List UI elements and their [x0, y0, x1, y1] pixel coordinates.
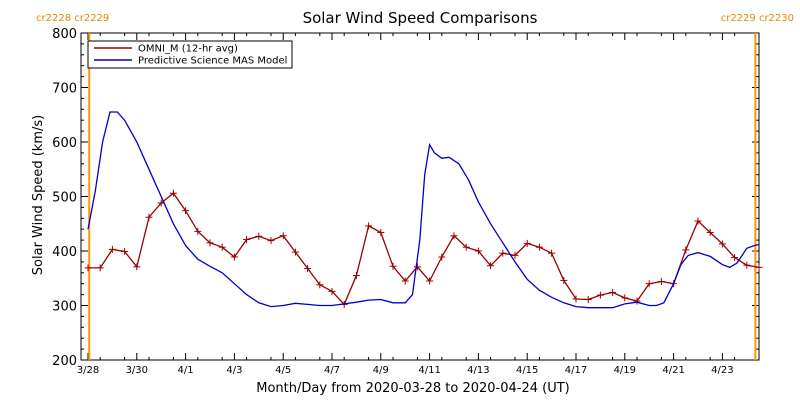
- x-tick-label: 4/9: [373, 365, 389, 376]
- data-point: [169, 189, 177, 197]
- legend-box: [87, 40, 293, 69]
- data-point: [584, 296, 592, 304]
- x-tick-label: 4/15: [516, 365, 538, 376]
- data-point: [401, 277, 409, 285]
- data-point: [377, 228, 385, 236]
- data-point: [706, 228, 714, 236]
- x-tick-label: 4/13: [467, 365, 489, 376]
- chart-title: Solar Wind Speed Comparisons: [303, 9, 538, 27]
- x-axis: 3/28 3/30 4/1 4/3 4/5 4/7 4/9 4/11 4/13 4/15 4/17 4…: [77, 33, 736, 376]
- x-tick-label: 3/30: [126, 365, 148, 376]
- data-point: [218, 243, 226, 251]
- data-point: [438, 253, 446, 261]
- data-point: [243, 236, 251, 244]
- data-point: [462, 243, 470, 251]
- x-tick-label: 4/11: [418, 365, 440, 376]
- data-point: [596, 291, 604, 299]
- data-point: [230, 253, 238, 261]
- carrington-marker-label: cr2228 cr2229: [36, 13, 109, 24]
- x-axis-label: Month/Day from 2020-03-28 to 2020-04-24 …: [256, 381, 569, 396]
- data-point: [548, 249, 556, 257]
- data-point: [511, 251, 519, 259]
- y-tick-label: 700: [52, 82, 77, 97]
- data-point: [572, 295, 580, 303]
- data-point: [657, 278, 665, 286]
- y-tick-label: 600: [52, 136, 77, 151]
- series-line-0: [88, 192, 760, 306]
- data-point: [755, 263, 763, 271]
- data-point: [474, 247, 482, 255]
- data-point: [145, 213, 153, 221]
- series-layer: [84, 111, 763, 309]
- x-tick-label: 4/19: [614, 365, 636, 376]
- data-point: [133, 263, 141, 271]
- y-axis-label: Solar Wind Speed (km/s): [31, 115, 46, 275]
- data-point: [291, 248, 299, 256]
- legend-label: Predictive Science MAS Model: [138, 56, 287, 67]
- plot-frame: [80, 32, 760, 361]
- y-tick-label: 300: [52, 300, 77, 315]
- data-point: [609, 288, 617, 296]
- data-point: [206, 239, 214, 247]
- carrington-markers: cr2228 cr2229 cr2229 cr2230: [36, 13, 794, 360]
- data-point: [718, 240, 726, 248]
- x-tick-label: 4/1: [178, 365, 194, 376]
- data-point: [194, 227, 202, 235]
- data-point: [694, 217, 702, 225]
- y-tick-label: 800: [52, 27, 77, 42]
- x-tick-label: 4/7: [324, 365, 340, 376]
- data-point: [743, 261, 751, 269]
- data-point: [633, 297, 641, 305]
- data-point: [121, 248, 129, 256]
- data-point: [279, 232, 287, 240]
- x-tick-label: 4/23: [711, 365, 733, 376]
- x-tick-label: 4/21: [662, 365, 684, 376]
- data-point: [413, 263, 421, 271]
- data-point: [487, 262, 495, 270]
- data-point: [426, 277, 434, 285]
- y-tick-label: 500: [52, 191, 77, 206]
- data-point: [267, 237, 275, 245]
- data-point: [731, 254, 739, 262]
- data-point: [84, 264, 92, 272]
- data-point: [316, 281, 324, 289]
- y-tick-label: 200: [52, 354, 77, 369]
- data-point: [108, 245, 116, 253]
- data-point: [365, 222, 373, 230]
- x-tick-label: 4/5: [275, 365, 291, 376]
- data-point: [621, 294, 629, 302]
- data-point: [499, 249, 507, 257]
- legend-label: OMNI_M (12-hr avg): [138, 44, 238, 55]
- data-point: [304, 264, 312, 272]
- data-point: [523, 239, 531, 247]
- x-tick-label: 4/17: [565, 365, 587, 376]
- carrington-marker-label: cr2229 cr2230: [721, 13, 794, 24]
- data-point: [389, 262, 397, 270]
- data-point: [450, 232, 458, 240]
- y-tick-label: 400: [52, 245, 77, 260]
- data-point: [645, 280, 653, 288]
- legend: OMNI_M (12-hr avg)Predictive Science MAS…: [87, 40, 293, 69]
- data-point: [535, 243, 543, 251]
- data-point: [352, 272, 360, 280]
- data-point: [328, 287, 336, 295]
- data-point: [182, 207, 190, 215]
- data-point: [255, 232, 263, 240]
- x-tick-label: 4/3: [226, 365, 242, 376]
- data-point: [560, 276, 568, 284]
- y-axis: 200 300 400 500 600 700 800: [52, 27, 759, 369]
- data-point: [682, 246, 690, 254]
- x-tick-label: 3/28: [77, 365, 99, 376]
- data-point: [96, 264, 104, 272]
- series-line-1: [87, 111, 760, 309]
